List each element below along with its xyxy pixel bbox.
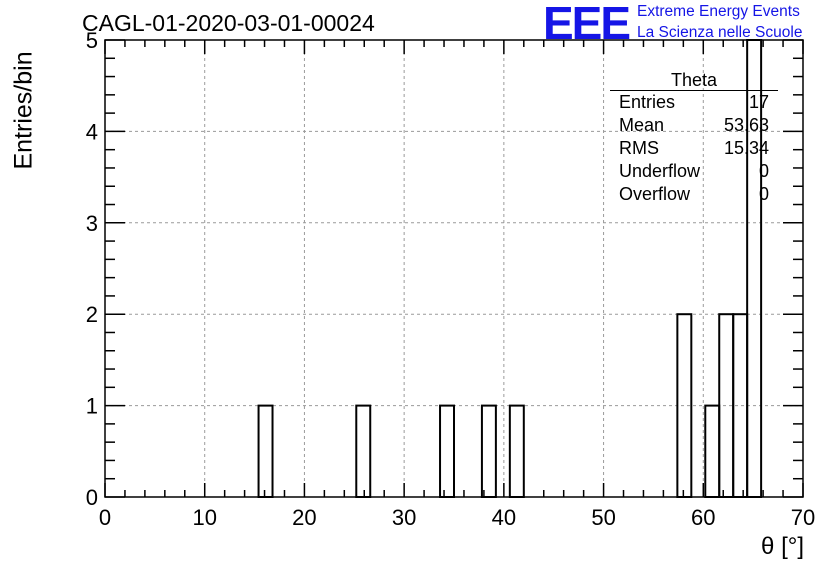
x-tick-label: 50 bbox=[591, 505, 615, 530]
stats-row-underflow: Underflow 0 bbox=[610, 160, 778, 183]
x-tick-label: 30 bbox=[392, 505, 416, 530]
stats-row-entries: Entries 17 bbox=[610, 91, 778, 114]
stats-value: 53.63 bbox=[723, 115, 769, 135]
stats-label: Underflow bbox=[619, 161, 701, 181]
stats-value: 0 bbox=[758, 184, 769, 204]
x-axis-label: θ [°] bbox=[761, 533, 804, 560]
y-tick-label: 1 bbox=[86, 394, 98, 419]
y-tick-label: 0 bbox=[86, 485, 98, 510]
stats-label: Mean bbox=[619, 115, 665, 135]
stats-value: 15.34 bbox=[723, 138, 769, 158]
stats-row-rms: RMS 15.34 bbox=[610, 137, 778, 160]
y-tick-label: 3 bbox=[86, 211, 98, 236]
x-tick-label: 40 bbox=[492, 505, 516, 530]
x-tick-label: 60 bbox=[691, 505, 715, 530]
stats-row-mean: Mean 53.63 bbox=[610, 114, 778, 137]
logo-line-1: Extreme Energy Events bbox=[637, 3, 800, 20]
plot-frame bbox=[104, 39, 804, 498]
logo-line-2: La Scienza nelle Scuole bbox=[637, 24, 803, 41]
stats-row-overflow: Overflow 0 bbox=[610, 183, 778, 206]
stats-label: RMS bbox=[619, 138, 659, 158]
histogram-bin bbox=[257, 404, 274, 499]
histogram-bin bbox=[704, 404, 721, 499]
chart-title: CAGL-01-2020-03-01-00024 bbox=[82, 10, 375, 36]
x-tick-label: 0 bbox=[99, 505, 111, 530]
x-tick-label: 20 bbox=[292, 505, 316, 530]
y-axis-label: Entries/bin bbox=[9, 51, 38, 170]
stats-value: 0 bbox=[758, 161, 769, 181]
histogram-bin bbox=[355, 404, 372, 499]
stats-box-title: Theta bbox=[610, 70, 778, 91]
y-tick-label: 2 bbox=[86, 302, 98, 327]
eee-logo: EEE bbox=[543, 0, 631, 49]
stats-label: Overflow bbox=[619, 184, 691, 204]
histogram-bin bbox=[480, 404, 497, 499]
x-tick-label: 10 bbox=[192, 505, 216, 530]
histogram-bin bbox=[508, 404, 525, 499]
x-tick-label: 70 bbox=[791, 505, 815, 530]
y-tick-label: 5 bbox=[86, 28, 98, 53]
stats-label: Entries bbox=[619, 92, 676, 112]
histogram-bin bbox=[439, 404, 456, 499]
y-tick-label: 4 bbox=[86, 119, 98, 144]
stats-box: Theta Entries 17 Mean 53.63 RMS 15.34 Un… bbox=[610, 70, 778, 206]
stats-value: 17 bbox=[748, 92, 769, 112]
